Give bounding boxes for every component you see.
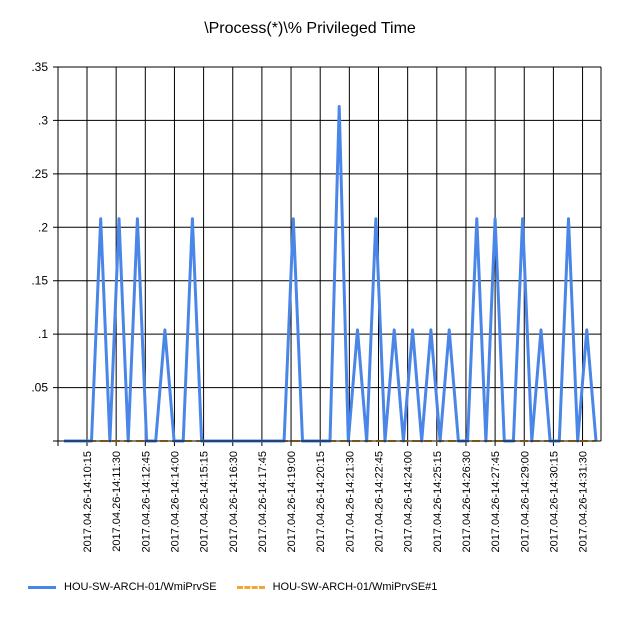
y-axis-labels: .35 .3 .25 .2 .15 .1 .05	[31, 60, 48, 395]
legend-item-wmiprvse-1: HOU-SW-ARCH-01/WmiPrvSE#1	[236, 581, 438, 593]
x-tick-label: 2017.04.26-14:14:00	[169, 451, 181, 553]
y-tick-label: .05	[31, 381, 48, 395]
x-tick-label: 2017.04.26-14:22:45	[374, 451, 386, 553]
x-tick-label: 2017.04.26-14:20:15	[315, 451, 327, 553]
x-tick-label: 2017.04.26-14:29:00	[519, 451, 531, 553]
x-tick-label: 2017.04.26-14:25:15	[432, 451, 444, 553]
x-tick-label: 2017.04.26-14:24:00	[403, 451, 415, 553]
x-tick-label: 2017.04.26-14:30:15	[548, 451, 560, 553]
x-tick-label: 2017.04.26-14:11:30	[111, 451, 123, 552]
x-tick-label: 2017.04.26-14:31:30	[578, 451, 590, 553]
legend: HOU-SW-ARCH-01/WmiPrvSE HOU-SW-ARCH-01/W…	[28, 581, 457, 593]
series-line	[64, 105, 598, 443]
x-tick-label: 2017.04.26-14:21:30	[344, 451, 356, 553]
y-tick-label: .15	[31, 274, 48, 288]
legend-label: HOU-SW-ARCH-01/WmiPrvSE#1	[272, 581, 438, 593]
x-tick-label: 2017.04.26-14:16:30	[228, 451, 240, 553]
x-tick-label: 2017.04.26-14:17:45	[257, 451, 269, 553]
y-tick-label: .25	[31, 167, 48, 181]
x-tick-label: 2017.04.26-14:27:45	[490, 451, 502, 553]
y-tick-label: .1	[38, 327, 48, 341]
legend-swatch-dashed	[236, 585, 265, 589]
x-tick-label: 2017.04.26-14:15:15	[199, 451, 211, 553]
chart-title: \Process(*)\% Privileged Time	[204, 20, 416, 37]
legend-item-wmiprvse: HOU-SW-ARCH-01/WmiPrvSE	[28, 581, 217, 593]
legend-label: HOU-SW-ARCH-01/WmiPrvSE	[64, 581, 217, 593]
x-tick-label: 2017.04.26-14:12:45	[140, 451, 152, 553]
x-tick-label: 2017.04.26-14:10:15	[82, 451, 94, 553]
x-axis-labels: 2017.04.26-14:10:15 2017.04.26-14:11:30 20…	[82, 451, 590, 553]
legend-swatch-solid	[28, 585, 56, 589]
x-tick-label: 2017.04.26-14:26:30	[461, 451, 473, 553]
y-tick-label: .35	[31, 60, 48, 74]
x-tick-label: 2017.04.26-14:19:00	[286, 451, 298, 553]
y-tick-label: .3	[38, 113, 48, 127]
y-tick-label: .2	[38, 220, 48, 234]
series-layer	[64, 105, 598, 443]
